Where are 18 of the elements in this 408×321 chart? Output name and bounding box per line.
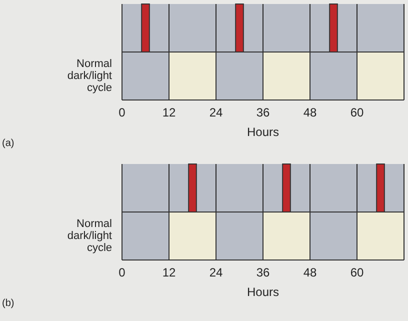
x-tick-label: 48 [303, 106, 317, 120]
x-tick-label: 12 [162, 266, 176, 280]
x-tick-label: 24 [209, 266, 223, 280]
y-tick-label: Normal dark/light cycle [67, 58, 112, 94]
x-tick-label: 60 [350, 266, 364, 280]
x-tick-label: 12 [162, 106, 176, 120]
x-tick-label: 36 [256, 266, 270, 280]
x-tick-label: 0 [118, 106, 126, 120]
x-tick-label: 48 [303, 266, 317, 280]
y-tick-label: Normal dark/light cycle [67, 218, 112, 254]
x-tick-label: 60 [350, 106, 364, 120]
x-axis-title: Hours [246, 125, 280, 139]
text: (a) [2, 138, 14, 149]
x-tick-label: 24 [209, 106, 223, 120]
x-axis-title: Hours [246, 285, 280, 299]
x-tick-label: 0 [118, 266, 126, 280]
text: (b) [2, 298, 14, 309]
x-tick-label: 36 [256, 106, 270, 120]
